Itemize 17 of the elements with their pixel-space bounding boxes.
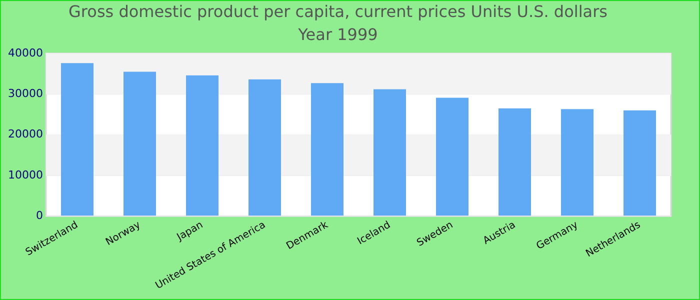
y-tick-label: 10000 [8, 168, 43, 182]
bar [624, 110, 656, 216]
bar [436, 98, 468, 216]
y-tick-label: 40000 [8, 46, 43, 60]
bar [123, 72, 156, 216]
bar [561, 109, 594, 216]
chart-subtitle: Year 1999 [297, 24, 378, 44]
bar [310, 83, 344, 216]
y-tick-label: 20000 [8, 128, 43, 141]
y-tick-label: 0 [36, 208, 43, 222]
bar [498, 108, 531, 216]
y-tick-label: 30000 [8, 86, 43, 100]
bar [186, 75, 218, 216]
bar [373, 89, 406, 216]
bar [248, 79, 281, 216]
bar [60, 63, 94, 216]
chart-title: Gross domestic product per capita, current prices Units U.S. dollars [68, 2, 608, 21]
